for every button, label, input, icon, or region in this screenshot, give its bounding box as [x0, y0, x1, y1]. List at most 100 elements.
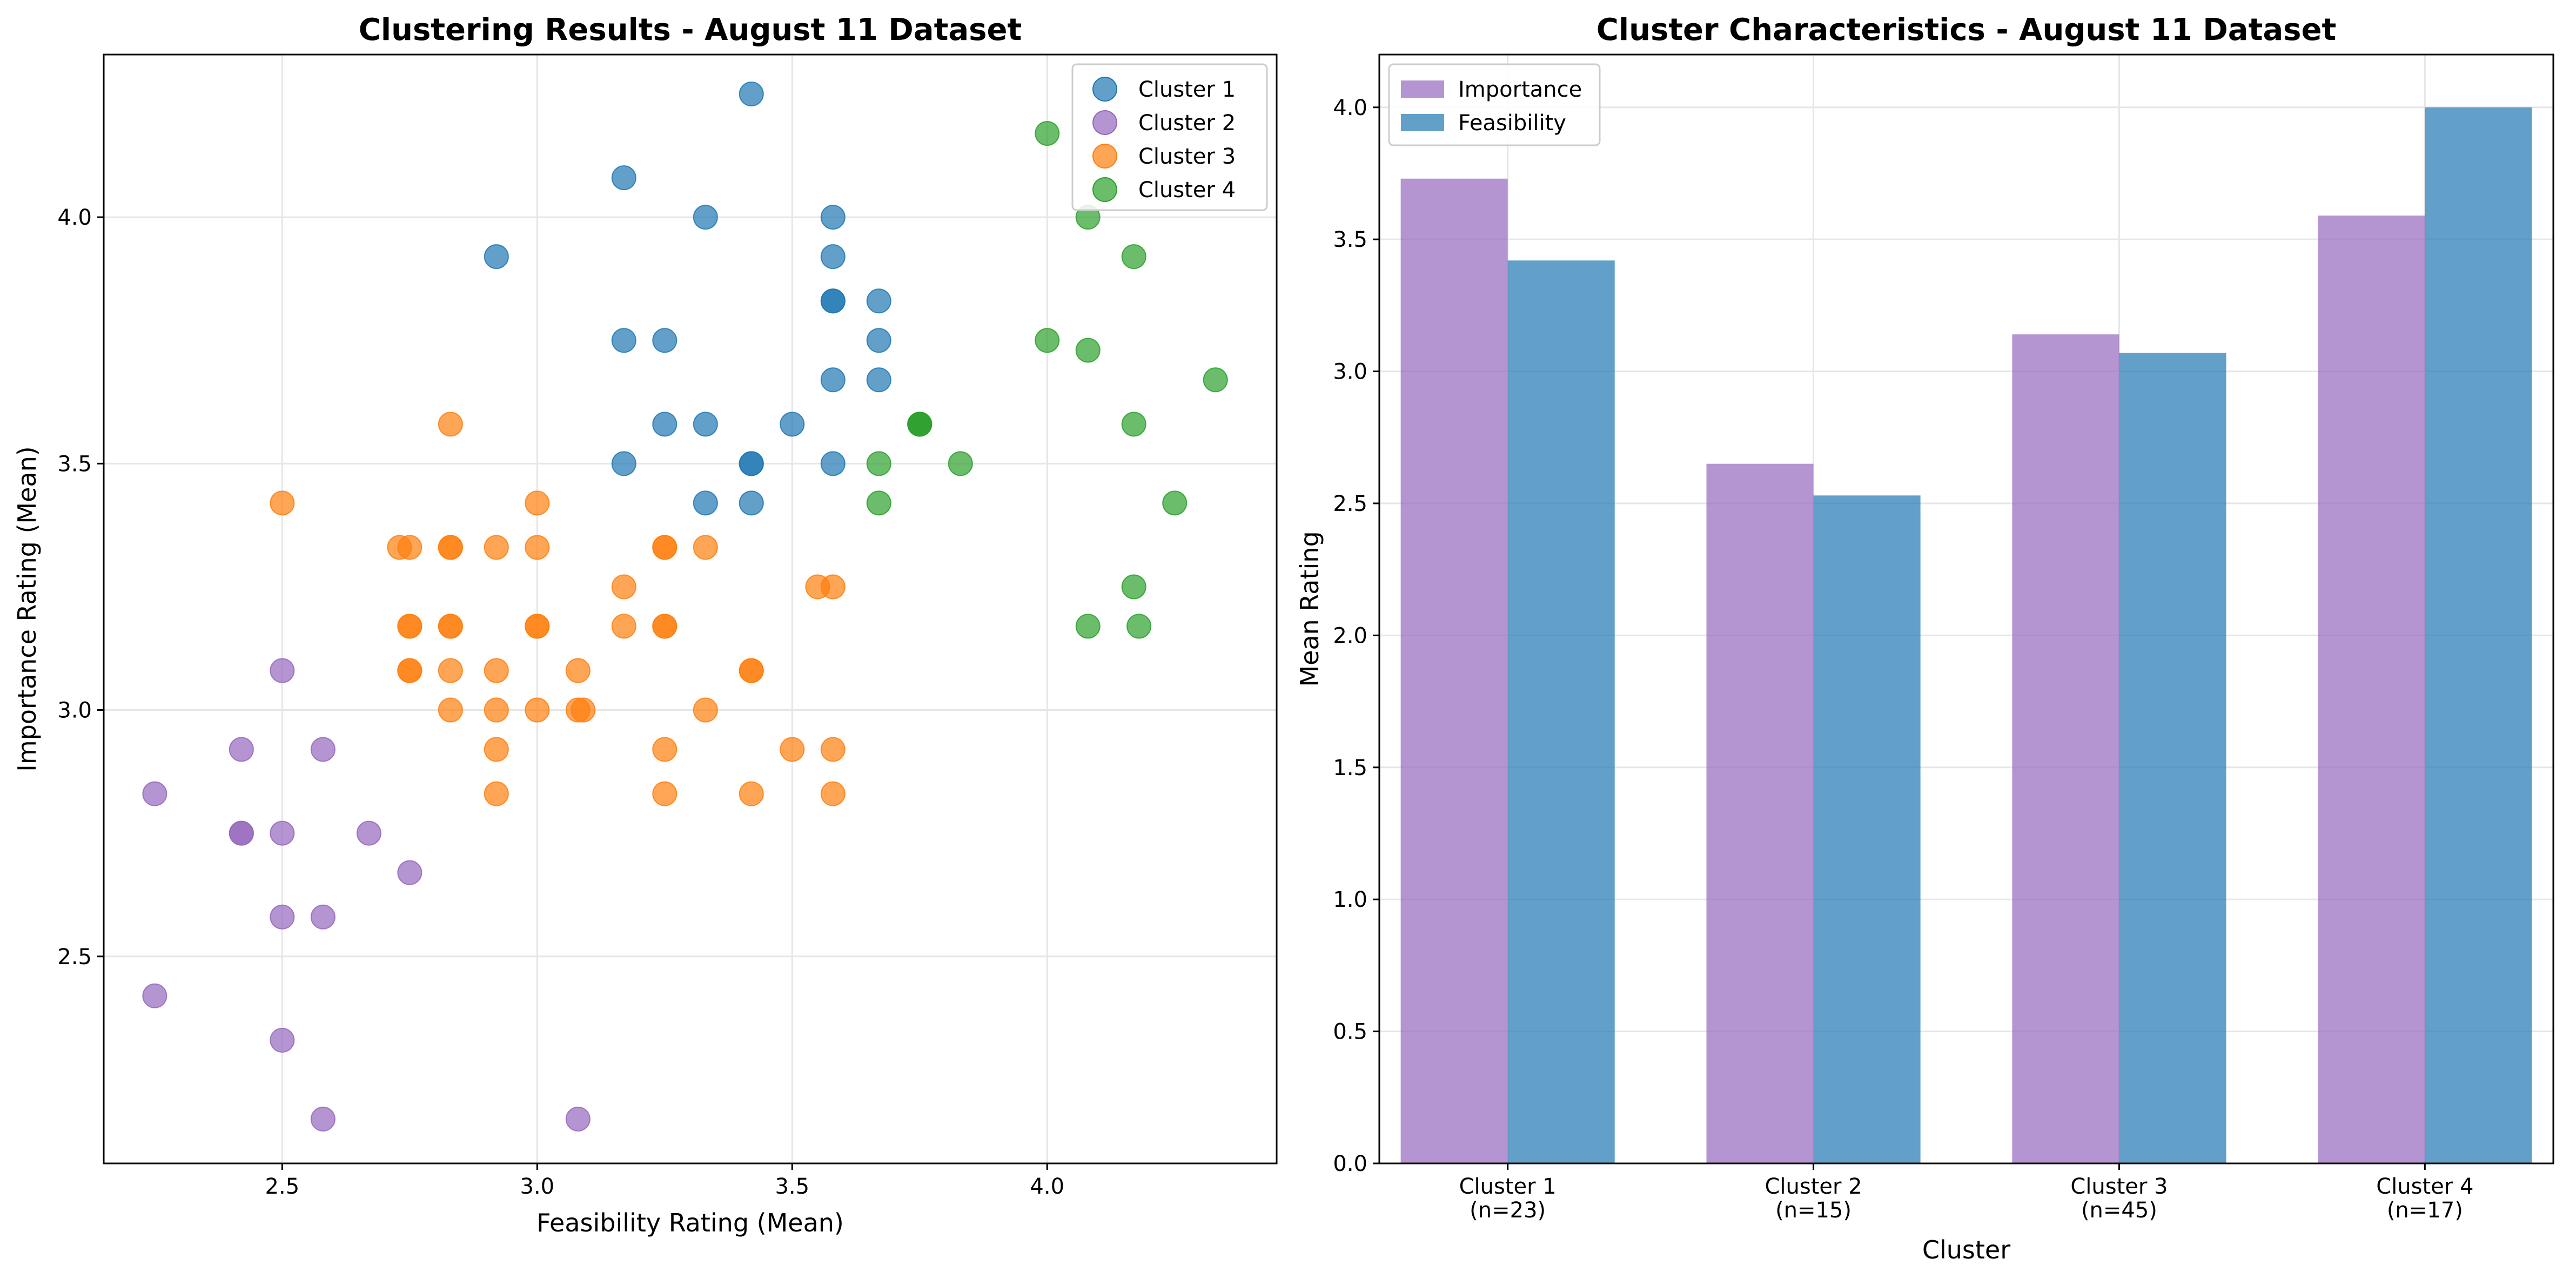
scatter-title: Clustering Results - August 11 Dataset: [359, 12, 1022, 48]
bar: [2012, 334, 2119, 1163]
scatter-point: [397, 658, 422, 683]
scatter-point: [525, 697, 550, 723]
bar-plot-frame: [1378, 53, 2554, 1164]
scatter-point: [229, 820, 254, 846]
scatter-point: [1121, 412, 1146, 437]
scatter-point: [356, 820, 381, 846]
scatter-legend-label: Cluster 2: [1138, 111, 1236, 136]
scatter-point: [820, 288, 846, 314]
scatter-point: [739, 658, 764, 683]
scatter-point: [525, 490, 550, 516]
scatter-point: [1121, 244, 1146, 270]
bar-y-tick-label: 3.5: [1333, 227, 1367, 252]
scatter-point: [780, 737, 805, 762]
scatter-legend-marker: [1092, 77, 1117, 102]
scatter-point: [820, 737, 846, 762]
scatter-point: [652, 328, 677, 353]
bar-legend-label: Feasibility: [1458, 111, 1566, 136]
scatter-plot-frame: [103, 53, 1278, 1164]
scatter-point: [565, 658, 591, 683]
bar-y-tick-label: 1.0: [1333, 887, 1367, 912]
scatter-x-tick-label: 3.0: [520, 1174, 555, 1199]
bar: [1507, 260, 1615, 1163]
scatter-point: [270, 658, 295, 683]
bar-legend: Importance Feasibility: [1388, 63, 1601, 146]
scatter-point: [525, 535, 550, 560]
bar-legend-swatch: [1401, 114, 1444, 131]
scatter-point: [397, 614, 422, 639]
bar: [1706, 463, 1814, 1163]
scatter-point: [397, 860, 422, 885]
bar-title: Cluster Characteristics - August 11 Data…: [1596, 12, 2336, 48]
scatter-point: [525, 614, 550, 639]
scatter-y-tick-label: 4.0: [57, 205, 92, 230]
scatter-point: [1162, 490, 1188, 516]
bar-x-tick-sublabel: (n=45): [2081, 1198, 2157, 1223]
scatter-point: [270, 820, 295, 846]
scatter-point: [484, 781, 509, 806]
scatter-panel: 2.5 3.0 3.5 4.0 2.5 3.0 3.5 4.0 Clustering Resul…: [12, 12, 1278, 1237]
scatter-point: [820, 781, 846, 806]
scatter-x-tick-label: 4.0: [1030, 1174, 1064, 1199]
bar-y-axis-label: Mean Rating: [1295, 531, 1324, 686]
scatter-point: [866, 451, 891, 476]
scatter-point: [484, 697, 509, 723]
scatter-legend-marker: [1092, 177, 1117, 202]
scatter-point: [820, 244, 846, 270]
bar: [2425, 107, 2532, 1163]
scatter-point: [866, 490, 891, 516]
scatter-legend-marker: [1092, 110, 1117, 135]
scatter-point: [739, 490, 764, 516]
bar-y-tick-label: 1.5: [1333, 756, 1367, 780]
scatter-point: [565, 1106, 591, 1132]
bar-x-tick-label: Cluster 4: [2376, 1174, 2473, 1199]
scatter-point: [484, 658, 509, 683]
scatter-x-tick-label: 2.5: [265, 1174, 300, 1199]
scatter-point: [866, 288, 891, 314]
scatter-legend-box: [1071, 63, 1268, 211]
scatter-x-tick-label: 3.5: [775, 1174, 809, 1199]
scatter-point: [484, 535, 509, 560]
scatter-point: [611, 451, 636, 476]
scatter-point: [229, 737, 254, 762]
scatter-point: [397, 535, 422, 560]
scatter-point: [1126, 614, 1152, 639]
bar-panel: 0.0 0.5 1.0 1.5 2.0 2.5 3.0 3.5 4.0 Cluster 1(n=2…: [1295, 12, 2554, 1264]
scatter-point: [310, 1106, 336, 1132]
scatter-point: [1035, 328, 1060, 353]
scatter-point: [438, 412, 463, 437]
scatter-point: [693, 697, 718, 723]
scatter-point: [611, 614, 636, 639]
scatter-point: [1075, 338, 1101, 363]
scatter-x-axis-label: Feasibility Rating (Mean): [536, 1208, 844, 1237]
scatter-y-tick-label: 3.0: [57, 698, 92, 723]
scatter-point: [484, 737, 509, 762]
scatter-point: [820, 451, 846, 476]
scatter-point: [270, 904, 295, 930]
scatter-point: [270, 490, 295, 516]
scatter-point: [484, 244, 509, 270]
scatter-point: [739, 451, 764, 476]
bar-y-tick-label: 0.5: [1333, 1020, 1367, 1045]
scatter-point: [739, 781, 764, 806]
scatter-legend-marker: [1092, 144, 1117, 169]
scatter-legend-label: Cluster 4: [1138, 178, 1236, 203]
bar: [1813, 495, 1921, 1163]
scatter-point: [270, 1027, 295, 1053]
scatter-point: [866, 367, 891, 393]
bar-legend-label: Importance: [1458, 77, 1582, 102]
scatter-point: [611, 328, 636, 353]
scatter-legend-label: Cluster 1: [1138, 77, 1236, 102]
bar-y-tick-label: 2.5: [1333, 492, 1367, 516]
scatter-point: [907, 412, 933, 437]
scatter-point: [310, 737, 336, 762]
scatter-point: [652, 781, 677, 806]
bar-legend-swatch: [1401, 80, 1444, 98]
scatter-point: [1075, 614, 1101, 639]
bar-x-tick-label: Cluster 1: [1459, 1174, 1557, 1199]
scatter-point: [1035, 120, 1060, 146]
scatter-point: [652, 737, 677, 762]
bar-y-tick-label: 4.0: [1333, 96, 1367, 120]
bar: [2318, 216, 2425, 1163]
